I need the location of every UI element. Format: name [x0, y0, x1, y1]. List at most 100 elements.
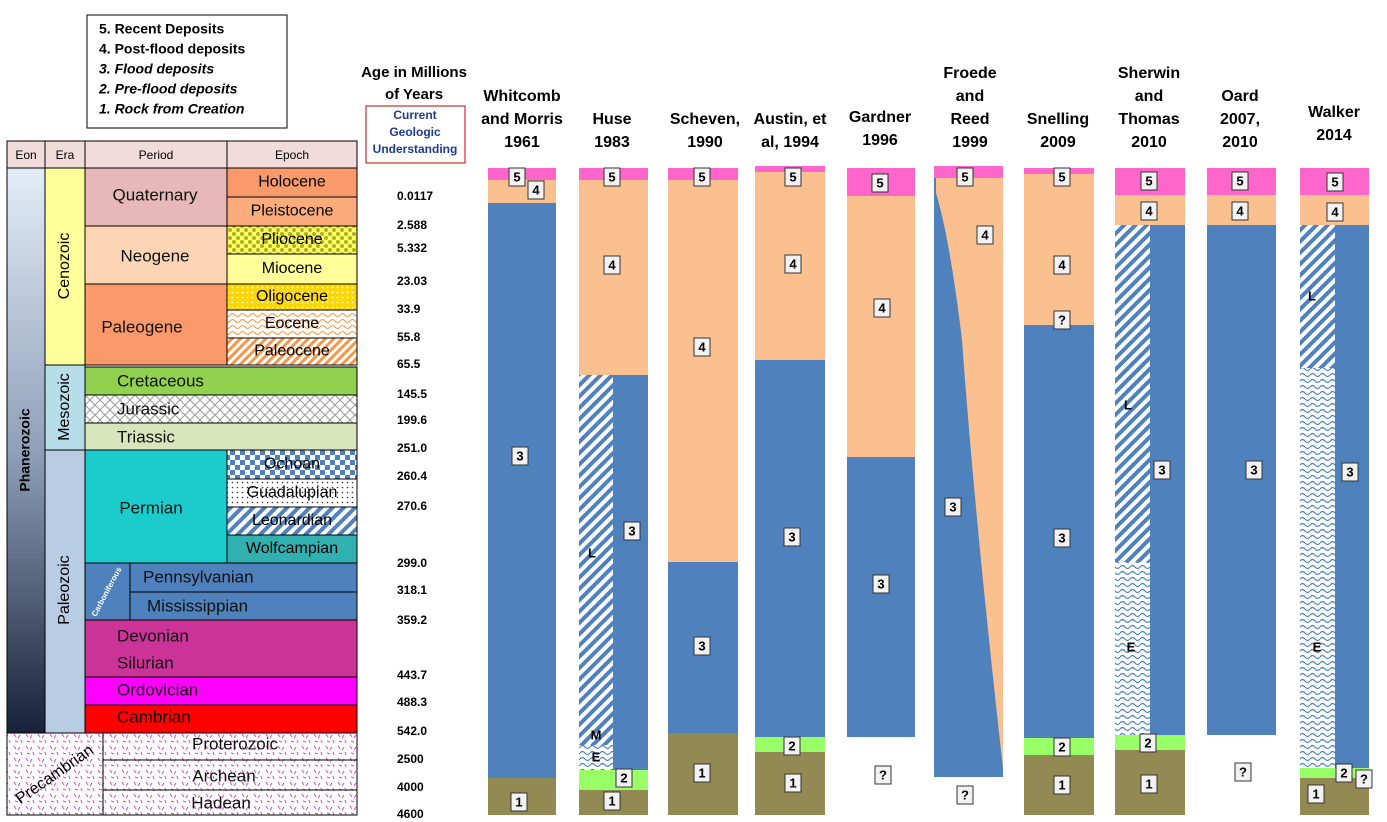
label-box — [1140, 774, 1158, 794]
author-name: Scheven, — [670, 111, 740, 128]
epoch-label: Oligocene — [256, 288, 328, 305]
epoch-label: Holocene — [258, 174, 326, 191]
deposit-label: 5 — [698, 169, 705, 184]
age-title: of Years — [385, 86, 443, 103]
epoch-cell — [226, 534, 358, 564]
age-label: 260.4 — [397, 469, 427, 483]
period-cell — [84, 394, 358, 424]
eon-cell — [6, 732, 104, 816]
legend-item: 1. Rock from Creation — [99, 101, 244, 117]
deposit-label: 3 — [877, 576, 884, 591]
deposit-segment — [1115, 562, 1150, 735]
label-box — [1326, 172, 1344, 192]
deposit-label: 4 — [878, 300, 886, 315]
period-label: Neogene — [120, 246, 189, 265]
deposit-label: 5 — [513, 169, 520, 184]
period-cell — [84, 704, 358, 734]
age-label: 443.7 — [397, 668, 427, 682]
period-cell — [84, 676, 358, 706]
deposit-label: 5 — [876, 175, 883, 190]
era-label: Cenozoic — [56, 233, 73, 300]
deposit-label: 3 — [1250, 462, 1257, 477]
deposit-segment — [579, 730, 613, 745]
age-label: 359.2 — [397, 613, 427, 627]
header-label: Period — [139, 148, 174, 162]
age-label: 4000 — [397, 780, 424, 794]
label-box — [783, 736, 801, 756]
epoch-label: Pleistocene — [251, 203, 334, 220]
age-label: 5.332 — [397, 241, 427, 255]
label-box — [1053, 255, 1071, 275]
label-box — [623, 521, 641, 541]
deposit-label: 4 — [532, 182, 540, 197]
epoch-cell — [226, 309, 358, 339]
label-box — [1053, 528, 1071, 548]
label-box — [1245, 460, 1263, 480]
author-name: 1990 — [687, 134, 723, 151]
deposit-label: 5 — [1331, 174, 1338, 189]
deposit-segment — [668, 180, 738, 562]
deposit-label: 4 — [1236, 203, 1244, 218]
period-cell — [84, 167, 228, 227]
deposit-segment — [579, 180, 648, 375]
label-box — [1053, 737, 1071, 757]
epoch-cell — [226, 196, 358, 227]
deposit-label: 3 — [949, 499, 956, 514]
period-cell — [102, 789, 358, 816]
deposit-label: ? — [1239, 764, 1247, 779]
deposit-label: 2 — [620, 770, 627, 785]
deposit-label: ? — [961, 787, 969, 802]
deposit-label: ? — [1058, 312, 1066, 327]
period-label: Archean — [192, 766, 255, 785]
period-label: Proterozoic — [192, 734, 278, 753]
label-box — [1053, 167, 1071, 187]
label-box — [511, 446, 529, 466]
author-name: 1983 — [594, 134, 630, 151]
epoch-cell — [226, 337, 358, 366]
author-name: and Morris — [481, 111, 563, 128]
age-label: 2500 — [397, 752, 424, 766]
epoch-label: Ochoan — [264, 456, 320, 473]
deposit-label: 3 — [516, 448, 523, 463]
label-box — [944, 497, 962, 517]
epoch-cell — [226, 167, 358, 198]
label-box — [873, 298, 891, 318]
epoch-label: Wolfcampian — [246, 540, 338, 557]
label-box — [693, 763, 711, 783]
label-box — [1139, 733, 1157, 753]
deposit-label: L — [1124, 397, 1132, 412]
era-label: Paleozoic — [56, 555, 73, 624]
deposit-segment — [1024, 174, 1094, 325]
label-box — [1053, 775, 1071, 795]
deposit-segment — [1335, 225, 1369, 768]
author-name: 2009 — [1040, 134, 1076, 151]
deposit-label: 5 — [608, 169, 615, 184]
deposit-label: L — [1308, 288, 1316, 303]
epoch-cell — [226, 506, 358, 536]
age-label: 33.9 — [397, 302, 421, 316]
epoch-cell — [226, 225, 358, 255]
author-name: 2010 — [1222, 134, 1258, 151]
deposit-segment — [1300, 768, 1369, 778]
age-label: 299.0 — [397, 556, 427, 570]
deposit-segment — [847, 457, 915, 737]
deposit-segment — [613, 375, 648, 770]
eon-label: Phanerozoic — [17, 408, 33, 491]
label-box — [1140, 171, 1158, 191]
author-name: Froede — [943, 65, 996, 82]
author-name: Reed — [950, 111, 989, 128]
deposit-label: 2 — [1058, 739, 1065, 754]
era-cell — [44, 364, 86, 451]
deposit-segment — [579, 375, 613, 730]
deposit-label: E — [592, 749, 601, 764]
label-box — [784, 167, 802, 187]
age-label: 2.588 — [397, 218, 427, 232]
deposit-wedge — [936, 178, 1003, 768]
period-cell — [84, 449, 228, 564]
deposit-label: 5 — [1145, 173, 1152, 188]
deposit-label: 4 — [698, 339, 706, 354]
label-box — [784, 254, 802, 274]
period-cell — [84, 283, 228, 366]
author-name: 1996 — [862, 132, 898, 149]
deposit-label: 2 — [1144, 735, 1151, 750]
